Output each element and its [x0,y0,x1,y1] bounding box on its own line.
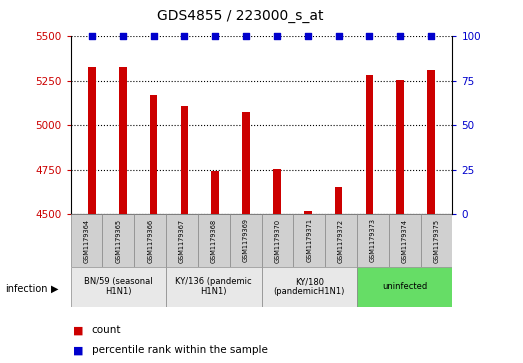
Text: KY/136 (pandemic
H1N1): KY/136 (pandemic H1N1) [175,277,252,297]
Text: ■: ■ [73,325,84,335]
Point [180,33,189,39]
Bar [389,214,420,267]
Bar [262,214,293,267]
Bar [230,214,262,267]
Text: GSM1179372: GSM1179372 [338,219,344,262]
Text: GSM1179371: GSM1179371 [306,219,312,262]
Bar [357,214,389,267]
Point [427,33,435,39]
Text: GSM1179367: GSM1179367 [179,219,185,262]
Bar [242,112,250,214]
Text: percentile rank within the sample: percentile rank within the sample [92,345,267,355]
Bar [166,214,198,267]
Text: BN/59 (seasonal
H1N1): BN/59 (seasonal H1N1) [84,277,153,297]
Bar [71,214,103,267]
Bar [166,267,262,307]
Bar [71,267,166,307]
Text: count: count [92,325,121,335]
Text: KY/180
(pandemicH1N1): KY/180 (pandemicH1N1) [274,277,345,297]
Point [242,33,251,39]
Text: infection: infection [5,284,48,294]
Bar [427,70,435,214]
Text: ■: ■ [73,345,84,355]
Text: GSM1179366: GSM1179366 [147,219,153,262]
Text: ▶: ▶ [51,284,59,294]
Point [334,33,343,39]
Bar [88,66,96,214]
Bar [325,214,357,267]
Bar [134,214,166,267]
Bar [304,211,312,214]
Bar [103,214,134,267]
Bar [273,169,281,214]
Bar [357,267,452,307]
Point [303,33,312,39]
Bar [198,214,230,267]
Text: GDS4855 / 223000_s_at: GDS4855 / 223000_s_at [157,9,324,23]
Bar [119,68,127,214]
Point [365,33,373,39]
Text: GSM1179364: GSM1179364 [84,219,89,262]
Text: GSM1179368: GSM1179368 [211,219,217,262]
Point [119,33,127,39]
Point [150,33,158,39]
Text: uninfected: uninfected [382,282,427,291]
Text: GSM1179373: GSM1179373 [370,219,376,262]
Text: GSM1179375: GSM1179375 [434,219,439,262]
Bar [293,214,325,267]
Bar [150,95,157,214]
Bar [420,214,452,267]
Bar [180,106,188,214]
Point [272,33,281,39]
Bar [262,267,357,307]
Bar [335,188,343,214]
Point [211,33,220,39]
Text: GSM1179365: GSM1179365 [116,219,121,262]
Bar [396,80,404,214]
Bar [211,171,219,214]
Point [88,33,96,39]
Point [396,33,404,39]
Bar [366,76,373,214]
Text: GSM1179374: GSM1179374 [402,219,407,262]
Text: GSM1179370: GSM1179370 [275,219,280,262]
Text: GSM1179369: GSM1179369 [243,219,248,262]
